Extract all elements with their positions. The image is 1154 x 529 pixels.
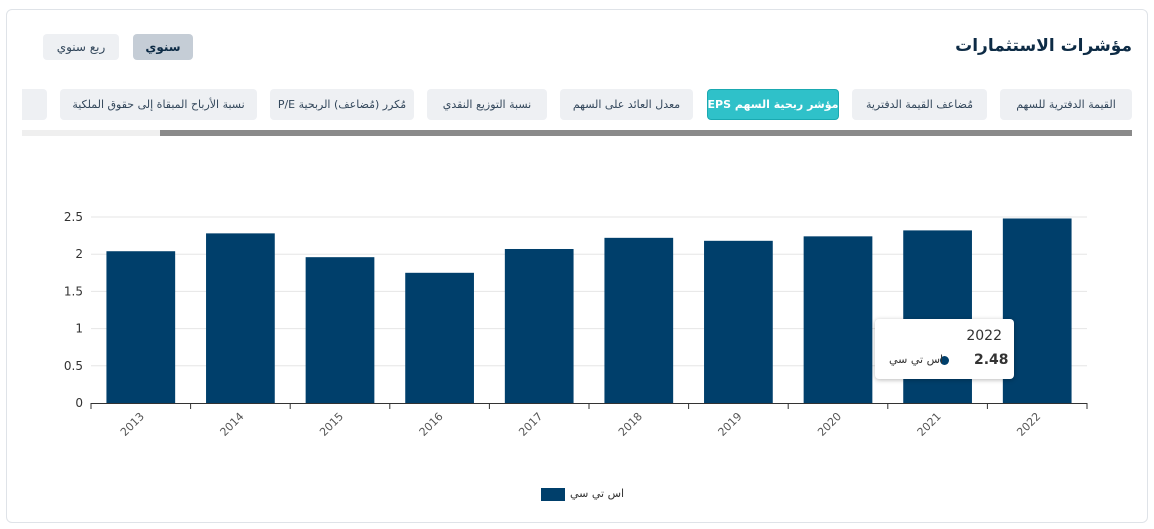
- legend-label: اس تي سي: [570, 487, 625, 500]
- x-tick-label: 2015: [317, 410, 346, 439]
- chart-tooltip: 2022 2.48 اس تي سي: [875, 319, 1014, 379]
- x-tick-label: 2018: [616, 410, 645, 439]
- tabs-scrollbar-thumb[interactable]: [160, 130, 1132, 136]
- y-tick-label: 0.5: [64, 359, 83, 373]
- x-tick-label: 2022: [1014, 410, 1043, 439]
- tooltip-series-name: اس تي سي: [889, 353, 944, 366]
- bar-2018[interactable]: [604, 237, 674, 403]
- y-tick-label: 0: [75, 396, 83, 410]
- x-tick-label: 2019: [716, 410, 745, 439]
- y-tick-label: 2: [75, 247, 83, 261]
- chart-y-axis: 0 0.5 1 1.5 2 2.5: [64, 210, 83, 410]
- annual-period-button[interactable]: سنوي: [133, 34, 193, 60]
- bar-2020[interactable]: [803, 236, 873, 403]
- bar-2019[interactable]: [704, 240, 773, 403]
- bar-2013[interactable]: [106, 251, 176, 403]
- x-tick-label: 2013: [118, 410, 147, 439]
- tab-book-value-per-share[interactable]: القيمة الدفترية للسهم: [1000, 89, 1132, 120]
- x-tick-label: 2014: [218, 410, 247, 439]
- tooltip-year: 2022: [966, 328, 1002, 344]
- bar-2022[interactable]: [1002, 218, 1072, 403]
- chart-bars: [106, 218, 1072, 403]
- tabs-scrollbar[interactable]: [22, 130, 1132, 136]
- tab-truncated[interactable]: نس: [22, 89, 47, 120]
- x-tick-label: 2016: [417, 410, 446, 439]
- tab-eps[interactable]: مؤشر ربحية السهم EPS: [707, 89, 839, 120]
- y-tick-label: 1.5: [64, 284, 83, 298]
- bar-2015[interactable]: [305, 257, 375, 403]
- tab-return-on-share[interactable]: معدل العائد على السهم: [560, 89, 693, 120]
- chart-x-tick-labels: 2013 2014 2015 2016 2017 2018 2019 2020 2021 2022: [118, 410, 1043, 439]
- x-tick-label: 2017: [516, 410, 545, 439]
- legend-swatch: [541, 488, 565, 501]
- x-tick-label: 2020: [815, 410, 844, 439]
- tab-cash-distribution-ratio[interactable]: نسبة التوزيع النقدي: [427, 89, 547, 120]
- page-title: مؤشرات الاستثمارات: [955, 36, 1132, 56]
- chart-x-axis: [90, 403, 1088, 409]
- bar-2014[interactable]: [206, 233, 275, 403]
- y-tick-label: 1: [75, 322, 83, 336]
- bar-2016[interactable]: [405, 272, 474, 403]
- tooltip-series-dot: [940, 356, 949, 365]
- tooltip-value: 2.48: [974, 352, 1009, 368]
- x-tick-label: 2021: [915, 410, 944, 439]
- tab-pe-ratio[interactable]: مُكرر (مُضاعف) الربحية P/E: [270, 89, 414, 120]
- y-tick-label: 2.5: [64, 210, 83, 224]
- indicator-tabs: القيمة الدفترية للسهم مُضاعف القيمة الدف…: [22, 88, 1132, 122]
- quarterly-period-button[interactable]: ربع سنوي: [43, 34, 119, 60]
- tab-price-to-book[interactable]: مُضاعف القيمة الدفترية: [852, 89, 987, 120]
- bar-2017[interactable]: [504, 248, 574, 403]
- tab-retained-earnings-ratio[interactable]: نسبة الأرباح المبقاة إلى حقوق الملكية: [60, 89, 257, 120]
